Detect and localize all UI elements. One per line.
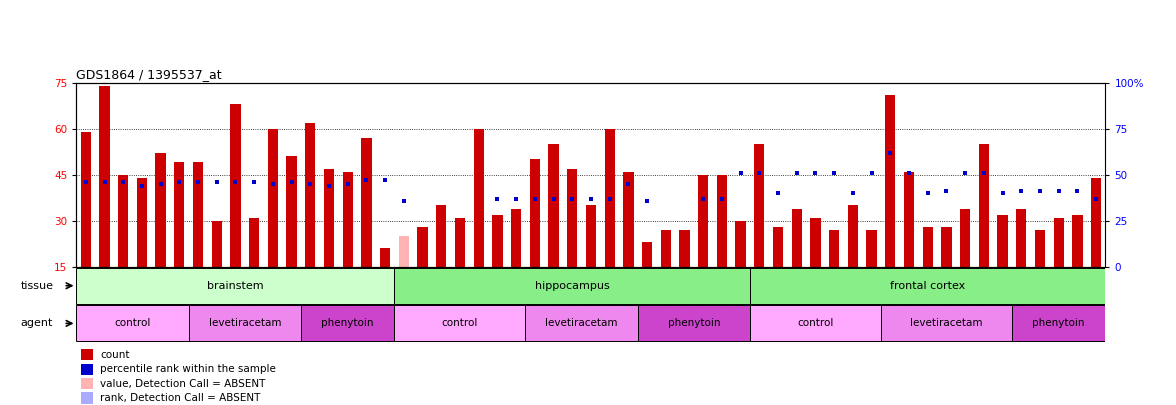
Bar [586, 205, 596, 267]
Bar [922, 227, 933, 267]
Bar [81, 392, 93, 404]
Text: levetiracetam: levetiracetam [546, 318, 617, 328]
Bar [848, 205, 858, 267]
FancyBboxPatch shape [188, 305, 301, 341]
FancyBboxPatch shape [750, 268, 1105, 304]
Bar [978, 144, 989, 267]
Bar [886, 95, 895, 267]
Bar [230, 104, 241, 267]
Text: levetiracetam: levetiracetam [910, 318, 983, 328]
Bar [791, 209, 802, 267]
Bar [81, 378, 93, 389]
FancyBboxPatch shape [1011, 305, 1105, 341]
Bar [548, 144, 559, 267]
Bar [287, 156, 296, 267]
Text: hippocampus: hippocampus [535, 281, 609, 291]
Bar [99, 86, 109, 267]
Bar [867, 230, 877, 267]
Text: frontal cortex: frontal cortex [890, 281, 965, 291]
Bar [810, 218, 821, 267]
FancyBboxPatch shape [301, 305, 394, 341]
Bar [174, 162, 185, 267]
Bar [623, 172, 634, 267]
Bar [735, 221, 746, 267]
Bar [417, 227, 428, 267]
FancyBboxPatch shape [881, 305, 1011, 341]
Text: phenytoin: phenytoin [668, 318, 720, 328]
Bar [1091, 178, 1101, 267]
Bar [941, 227, 951, 267]
Bar [474, 129, 483, 267]
Bar [193, 162, 203, 267]
Bar [1035, 230, 1045, 267]
Bar [1054, 218, 1064, 267]
Bar [716, 175, 727, 267]
Bar [773, 227, 783, 267]
FancyBboxPatch shape [750, 305, 881, 341]
Bar [249, 218, 260, 267]
FancyBboxPatch shape [394, 305, 526, 341]
Bar [661, 230, 671, 267]
Bar [155, 153, 166, 267]
Text: phenytoin: phenytoin [1033, 318, 1085, 328]
Text: value, Detection Call = ABSENT: value, Detection Call = ABSENT [100, 379, 266, 389]
Text: levetiracetam: levetiracetam [208, 318, 281, 328]
Text: rank, Detection Call = ABSENT: rank, Detection Call = ABSENT [100, 393, 261, 403]
Bar [510, 209, 521, 267]
Text: agent: agent [20, 318, 53, 328]
Bar [399, 236, 409, 267]
FancyBboxPatch shape [637, 305, 750, 341]
Text: brainstem: brainstem [207, 281, 263, 291]
FancyBboxPatch shape [526, 305, 637, 341]
Text: tissue: tissue [20, 281, 53, 291]
FancyBboxPatch shape [394, 268, 750, 304]
Bar [642, 242, 653, 267]
Bar [118, 175, 128, 267]
Bar [699, 175, 708, 267]
Text: phenytoin: phenytoin [321, 318, 374, 328]
Bar [1073, 215, 1083, 267]
Bar [136, 178, 147, 267]
Bar [212, 221, 222, 267]
Bar [361, 138, 372, 267]
Bar [904, 172, 914, 267]
Bar [81, 132, 91, 267]
Bar [1016, 209, 1027, 267]
Bar [268, 129, 278, 267]
Bar [305, 123, 315, 267]
Bar [604, 129, 615, 267]
Bar [567, 168, 577, 267]
FancyBboxPatch shape [76, 305, 188, 341]
Bar [323, 168, 334, 267]
Bar [680, 230, 689, 267]
Text: count: count [100, 350, 129, 360]
Bar [493, 215, 502, 267]
Bar [436, 205, 447, 267]
Bar [754, 144, 764, 267]
Bar [81, 349, 93, 360]
Bar [829, 230, 840, 267]
Text: percentile rank within the sample: percentile rank within the sample [100, 364, 276, 374]
Text: control: control [797, 318, 834, 328]
Bar [997, 215, 1008, 267]
Bar [529, 160, 540, 267]
Bar [380, 248, 390, 267]
Text: GDS1864 / 1395537_at: GDS1864 / 1395537_at [76, 68, 222, 81]
FancyBboxPatch shape [76, 268, 394, 304]
Text: control: control [114, 318, 151, 328]
Bar [342, 172, 353, 267]
Bar [960, 209, 970, 267]
Bar [81, 364, 93, 375]
Bar [455, 218, 466, 267]
Text: control: control [442, 318, 479, 328]
